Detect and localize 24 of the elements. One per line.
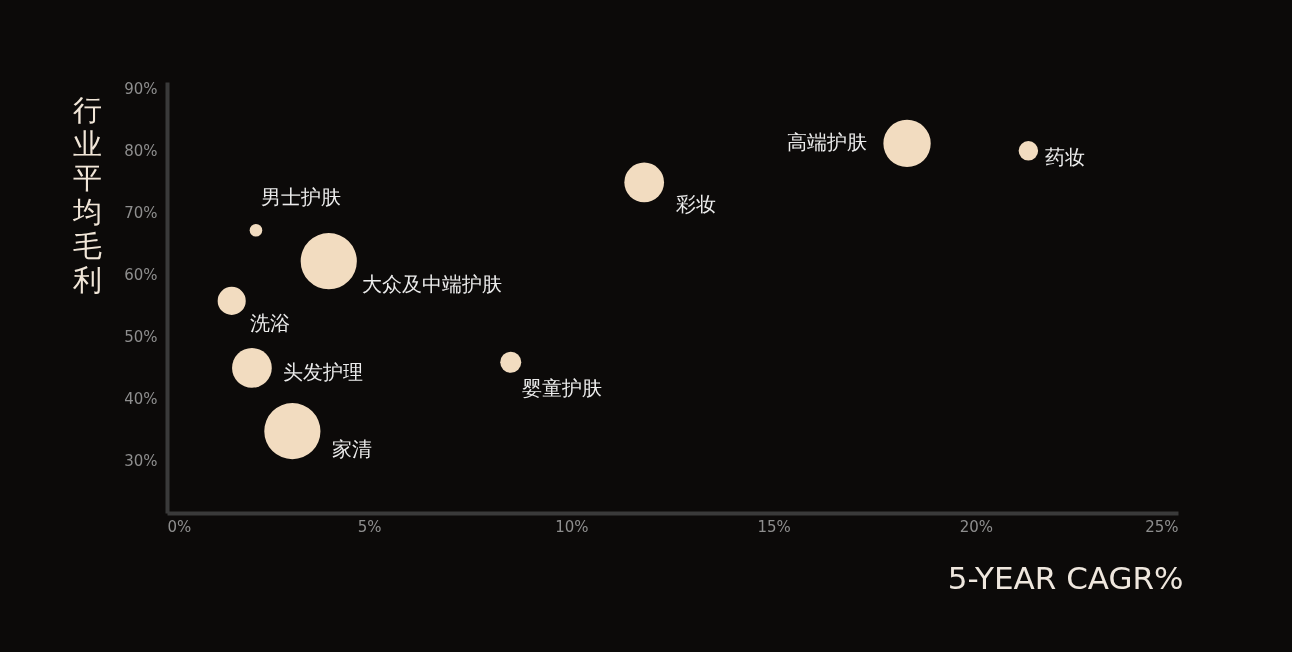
x-tick-label: 15% bbox=[757, 517, 791, 536]
series-label: 洗浴 bbox=[249, 310, 290, 335]
series-label: 药妆 bbox=[1045, 144, 1086, 169]
y-tick-label: 50% bbox=[124, 327, 158, 346]
y-tick-label: 60% bbox=[124, 265, 158, 284]
series-label: 头发护理 bbox=[282, 359, 363, 384]
x-axis-title: 5-YEAR CAGR% bbox=[947, 559, 1184, 596]
x-tick-label: 20% bbox=[959, 517, 993, 536]
series-label: 婴童护肤 bbox=[521, 376, 602, 401]
x-tick-label: 25% bbox=[1145, 517, 1179, 536]
y-tick-label: 70% bbox=[124, 203, 158, 222]
series-label: 大众及中端护肤 bbox=[361, 272, 502, 297]
x-tick-label: 5% bbox=[357, 517, 382, 536]
y-tick-label: 40% bbox=[124, 389, 158, 408]
y-axis-title: 行业平均毛利 bbox=[72, 92, 102, 297]
y-tick-label: 90% bbox=[124, 79, 158, 98]
y-tick-label: 30% bbox=[124, 451, 158, 470]
x-tick-label: 0% bbox=[167, 517, 192, 536]
y-tick-label: 80% bbox=[124, 141, 158, 160]
series-label: 家清 bbox=[332, 437, 373, 462]
series-label: 高端护肤 bbox=[787, 130, 868, 155]
series-label: 男士护肤 bbox=[260, 185, 341, 210]
series-label: 彩妆 bbox=[676, 192, 717, 217]
x-tick-label: 10% bbox=[555, 517, 589, 536]
